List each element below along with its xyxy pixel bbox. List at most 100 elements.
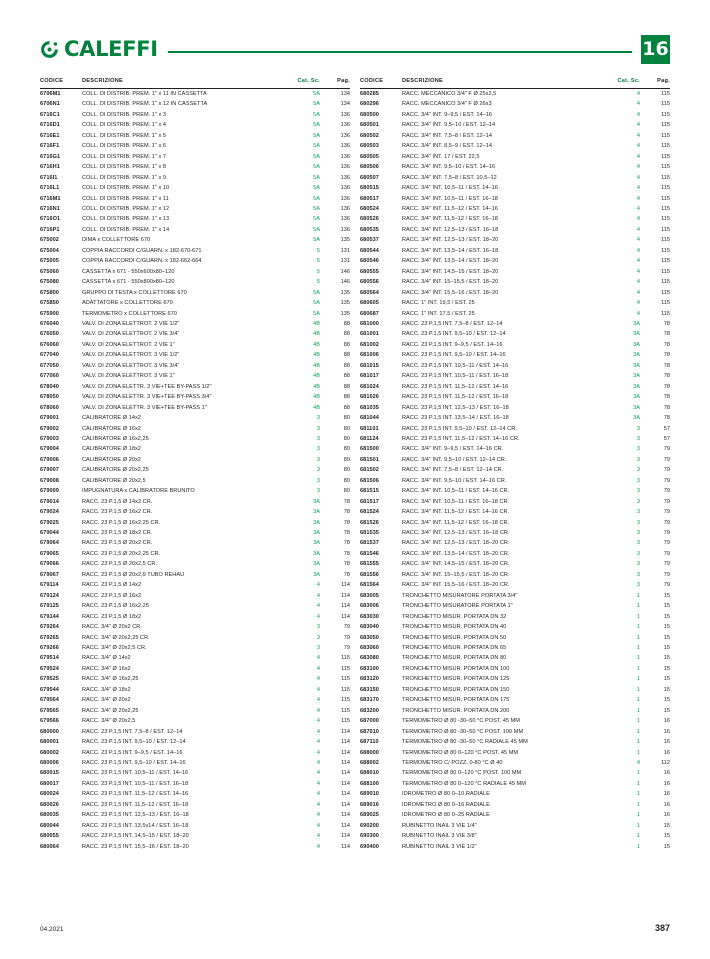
product-page-ref: 79	[663, 519, 670, 526]
product-description: RACC. 23 P.1,5 Ø 16x2 CR.	[82, 509, 153, 516]
product-description: RACC. 3/4" INT. 11,5–12 / EST. 16–18	[402, 216, 498, 223]
product-code: 678040	[40, 383, 59, 390]
product-page-ref: 79	[663, 561, 670, 568]
product-code: 6716P1	[40, 226, 60, 233]
product-code: 680537	[360, 237, 379, 244]
product-description: RACC. 23 P.1,5 INT. 11,5–12 / EST. 14–16	[82, 791, 189, 798]
product-cat-sc: 1	[636, 822, 640, 829]
table-row: 677050 VALV. DI ZONA ELETTROT. 3 VIE 3/4"…	[40, 361, 350, 371]
product-description: RACC. 1" INT. 19,5 / EST. 25	[402, 300, 475, 307]
product-description: CALIBRATORE Ø 18x2	[82, 446, 141, 453]
product-code: 683030	[360, 613, 379, 620]
product-cat-sc: 4	[636, 289, 640, 296]
product-page-ref: 80	[343, 467, 350, 474]
product-cat-sc: 5A	[313, 237, 320, 244]
table-row: 680505 RACC. 3/4" INT. 17 / EST. 22,5 4 115	[360, 152, 670, 162]
table-row: 680687 RACC. 1" INT. 17,5 / EST. 25 4 115	[360, 309, 670, 319]
product-page-ref: 78	[343, 550, 350, 557]
product-description: TERMOMETRO Ø 80 0–120 °C POST. 45 MM	[402, 749, 519, 756]
product-cat-sc: 3	[316, 488, 320, 495]
table-row: 680015 RACC. 23 P.1,5 INT. 10,5–11 / EST.…	[40, 768, 350, 778]
product-code: 679144	[40, 613, 59, 620]
product-description: RACC. 23 P.1,5 INT. 14,5–15 / EST. 18–20	[82, 833, 189, 840]
product-description: COLL. DI DISTRIB. PREM. 1" x 4	[82, 122, 167, 129]
product-cat-sc: 4	[636, 226, 640, 233]
product-description: RACC. 3/4" INT. 14,5–15 / EST. 18–20	[402, 268, 499, 275]
product-code: 680006	[40, 760, 59, 766]
product-page-ref: 80	[343, 415, 350, 422]
table-row: 680506 RACC. 3/4" INT. 9,5–10 / EST. 14–1…	[360, 162, 670, 172]
table-header-row: CODICE DESCRIZIONE Cat. Sc. Pag.	[360, 78, 670, 89]
product-cat-sc: 3A	[633, 362, 640, 369]
product-code: 679002	[40, 425, 59, 432]
product-description: RACC. 23 P.1,5 Ø 16x2,25	[82, 603, 149, 610]
product-description: TRONCHETTO MISUR. PORTATA DN 200	[402, 707, 510, 714]
product-code: 683006	[360, 603, 379, 610]
table-row: 681506 RACC. 3/4" INT. 9,5–10 / EST. 14–1…	[360, 476, 670, 486]
product-page-ref: 136	[340, 143, 350, 150]
product-description: RACC. 3/4" INT. 7,5–8 / EST. 10,5–12	[402, 174, 497, 181]
product-cat-sc: 3A	[633, 341, 640, 348]
table-row: 681024 RACC. 23 P.1,5 INT. 11,5–12 / EST.…	[360, 382, 670, 392]
product-page-ref: 114	[341, 760, 350, 766]
product-page-ref: 57	[663, 435, 670, 442]
product-description: COPPIA RACCORDI C/GUARN. x 182-670-671	[82, 247, 202, 254]
product-page-ref: 134	[340, 101, 350, 108]
product-description: VALV. DI ZONA ELETTR. 3 VIE+TEE BY-PASS …	[82, 394, 212, 401]
product-page-ref: 135	[340, 300, 350, 307]
table-row: 681524 RACC. 3/4" INT. 11,5–12 / EST. 14–…	[360, 507, 670, 517]
product-description: RACC. 23 P.1,5 INT. 9,5–10 / EST. 14–16	[402, 352, 506, 359]
product-page-ref: 79	[663, 571, 670, 578]
product-page-ref: 114	[341, 728, 350, 735]
product-description: TRONCHETTO MISUR. PORTATA DN 125	[402, 676, 510, 683]
table-row: 681124 RACC. 23 P.1,5 INT. 11,5–12 / EST.…	[360, 434, 670, 444]
product-page-ref: 115	[661, 268, 670, 275]
column-header-code: CODICE	[360, 78, 384, 84]
product-code: 683080	[360, 655, 379, 662]
caleffi-circle-icon	[40, 40, 59, 59]
product-cat-sc: 4	[636, 310, 640, 317]
product-cat-sc: 3	[316, 435, 320, 442]
product-page-ref: 88	[343, 383, 350, 390]
product-description: TRONCHETTO MISURATORE PORTATA 3/4"	[402, 592, 518, 599]
table-row: 688000 TERMOMETRO Ø 80 0–120 °C POST. 45 …	[360, 748, 670, 758]
product-cat-sc: 1	[636, 770, 640, 777]
product-description: RACC. 3/4" Ø 20x2,5 CR.	[82, 645, 147, 652]
product-cat-sc: 5A	[313, 101, 320, 108]
table-row: 681035 RACC. 23 P.1,5 INT. 12,5–13 / EST.…	[360, 403, 670, 413]
product-code: 680285	[360, 91, 379, 97]
table-row: 679014 RACC. 23 P.1,5 Ø 14x2 CR. 3A 78	[40, 497, 350, 507]
product-cat-sc: 4	[636, 216, 640, 223]
product-page-ref: 88	[343, 320, 350, 327]
product-page-ref: 114	[341, 613, 350, 620]
product-cat-sc: 5A	[313, 111, 320, 118]
product-page-ref: 79	[663, 530, 670, 537]
table-row: 680556 RACC. 3/4" INT. 15–15,5 / EST. 18–…	[360, 277, 670, 287]
table-row: 6716C1 COLL. DI DISTRIB. PREM. 1" x 3 5A 13…	[40, 110, 350, 120]
product-description: CALIBRATORE Ø 14x2	[82, 415, 141, 422]
product-cat-sc: 4	[636, 101, 640, 108]
product-page-ref: 136	[340, 216, 350, 223]
table-row: 687010 TERMOMETRO Ø 80 -30–50 °C POST. 10…	[360, 727, 670, 737]
product-cat-sc: 5	[316, 258, 320, 265]
chapter-badge: 16	[641, 34, 670, 64]
table-row: 688010 TERMOMETRO Ø 80 0–120 °C POST. 100…	[360, 768, 670, 778]
column-header-code: CODICE	[40, 78, 64, 84]
table-header-row: CODICE DESCRIZIONE Cat. Sc. Pag.	[40, 78, 350, 89]
table-row: 681517 RACC. 3/4" INT. 10,5–11 / EST. 16–…	[360, 497, 670, 507]
product-page-ref: 78	[343, 530, 350, 537]
product-page-ref: 88	[343, 331, 350, 338]
product-description: RACC. 3/4" Ø 14x2	[82, 655, 131, 662]
product-page-ref: 115	[341, 686, 350, 693]
product-code: 681002	[360, 341, 379, 348]
product-code: 680024	[40, 791, 59, 798]
product-code: 676060	[40, 341, 59, 348]
product-page-ref: 115	[661, 205, 670, 212]
page-header: CALEFFI 16	[40, 32, 670, 66]
product-description: RACC. 23 P.1,5 INT. 10,5–11 / EST. 14–16	[82, 770, 189, 777]
product-page-ref: 57	[663, 425, 670, 432]
table-row: 6716O1 COLL. DI DISTRIB. PREM. 1" x 13 5A 1…	[40, 214, 350, 224]
table-row: 681002 RACC. 23 P.1,5 INT. 9–9,5 / EST. 1…	[360, 340, 670, 350]
product-description: VALV. DI ZONA ELETTROT. 3 VIE 1"	[82, 373, 175, 380]
product-description: RACC. 23 P.1,5 INT. 9–9,5 / EST. 14–16	[82, 749, 183, 756]
